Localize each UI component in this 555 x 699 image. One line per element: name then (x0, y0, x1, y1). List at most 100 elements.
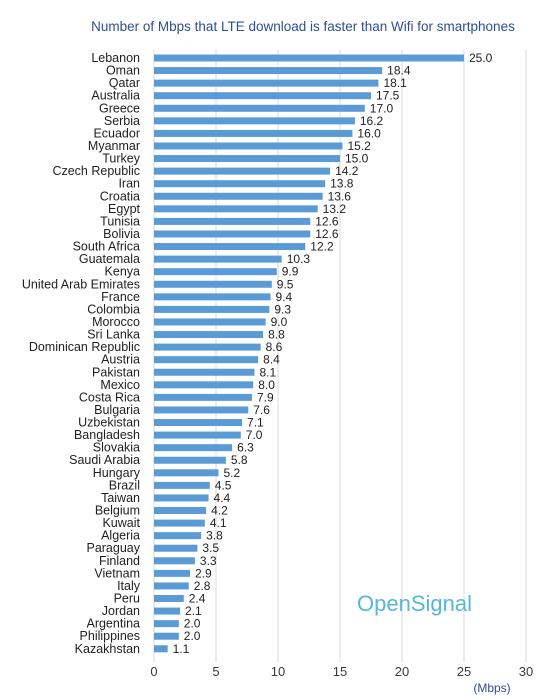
value-label: 7.6 (253, 403, 270, 417)
category-label: Croatia (100, 189, 140, 203)
category-label: Kenya (105, 265, 140, 279)
value-label: 12.6 (315, 227, 339, 241)
bar (154, 607, 181, 615)
category-label: Kazakhstan (75, 642, 140, 656)
bar (154, 557, 195, 565)
bar (154, 230, 311, 238)
x-axis-ticks: 0 5 10 15 20 25 30 (150, 664, 533, 679)
category-label: Bulgaria (94, 403, 140, 417)
bar (154, 595, 184, 603)
value-label: 2.4 (189, 592, 206, 606)
category-label: Costa Rica (79, 390, 140, 404)
bar (154, 532, 202, 540)
value-label: 3.3 (200, 554, 217, 568)
value-label: 4.2 (211, 504, 228, 518)
category-label: France (101, 290, 140, 304)
category-label: Belgium (95, 504, 140, 518)
category-label: Serbia (104, 114, 140, 128)
bar (154, 469, 219, 477)
bar (154, 368, 255, 376)
x-tick-label: 15 (333, 664, 347, 679)
x-tick-label: 20 (395, 664, 409, 679)
bar (154, 318, 266, 326)
logo-signal-text: Signal (411, 591, 472, 616)
bar (154, 569, 190, 577)
value-label: 16.2 (360, 114, 384, 128)
bar (154, 255, 282, 263)
category-label: Guatemala (79, 252, 140, 266)
x-tick-label: 25 (457, 664, 471, 679)
value-label: 13.2 (323, 202, 347, 216)
value-label: 2.8 (194, 579, 211, 593)
category-label: Argentina (86, 617, 140, 631)
bar (154, 519, 205, 527)
category-label: United Arab Emirates (22, 277, 140, 291)
value-label: 8.1 (259, 365, 276, 379)
logo-open-text: Open (357, 591, 411, 616)
x-axis-title: (Mbps) (473, 681, 510, 695)
category-label: Lebanon (91, 51, 140, 65)
category-label: Austria (101, 353, 140, 367)
bar (154, 431, 241, 439)
bar (154, 79, 379, 87)
value-label: 4.5 (215, 478, 232, 492)
value-label: 8.6 (266, 340, 283, 354)
bar (154, 620, 179, 628)
bar (154, 381, 254, 389)
category-label: Tunisia (100, 214, 140, 228)
value-label: 15.0 (345, 152, 369, 166)
value-label: 8.4 (263, 353, 280, 367)
value-label: 12.6 (315, 214, 339, 228)
bar (154, 632, 179, 640)
category-label: Greece (99, 101, 140, 115)
bar (154, 180, 326, 188)
value-label: 13.8 (330, 177, 354, 191)
value-label: 18.4 (387, 64, 411, 78)
bar (154, 142, 343, 150)
category-label: Colombia (87, 302, 140, 316)
bar (154, 507, 207, 515)
bar (154, 192, 323, 200)
bar (154, 544, 198, 552)
value-label: 9.0 (271, 315, 288, 329)
category-label: South Africa (73, 240, 140, 254)
category-label: Slovakia (93, 441, 140, 455)
value-label: 10.3 (287, 252, 311, 266)
x-tick-label: 10 (271, 664, 285, 679)
value-label: 7.1 (247, 416, 264, 430)
bar (154, 217, 311, 225)
value-label: 9.3 (274, 302, 291, 316)
category-labels: LebanonOmanQatarAustraliaGreeceSerbiaEcu… (22, 51, 141, 656)
category-label: Taiwan (101, 491, 140, 505)
value-label: 9.4 (276, 290, 293, 304)
value-label: 17.5 (376, 89, 400, 103)
bars (154, 54, 464, 653)
value-label: 8.8 (268, 328, 285, 342)
category-label: Brazil (109, 478, 140, 492)
value-label: 17.0 (370, 101, 394, 115)
bar (154, 92, 371, 100)
bar (154, 167, 331, 175)
bar (154, 582, 189, 590)
category-label: Dominican Republic (29, 340, 140, 354)
bar (154, 268, 277, 276)
category-label: Saudi Arabia (69, 453, 140, 467)
bar (154, 129, 353, 137)
bar (154, 406, 249, 414)
value-label: 8.0 (258, 378, 275, 392)
category-label: Bangladesh (74, 428, 140, 442)
x-tick-label: 0 (150, 664, 157, 679)
category-label: Paraguay (86, 541, 140, 555)
bar (154, 243, 306, 251)
category-label: Pakistan (92, 365, 140, 379)
bar (154, 494, 209, 502)
bar (154, 645, 168, 653)
category-label: Iran (118, 177, 140, 191)
value-label: 3.5 (202, 541, 219, 555)
category-label: Turkey (102, 152, 140, 166)
category-label: Kuwait (102, 516, 140, 530)
category-label: Italy (117, 579, 141, 593)
category-label: Ecuador (93, 126, 140, 140)
value-label: 2.9 (195, 566, 212, 580)
gridlines (153, 50, 527, 662)
